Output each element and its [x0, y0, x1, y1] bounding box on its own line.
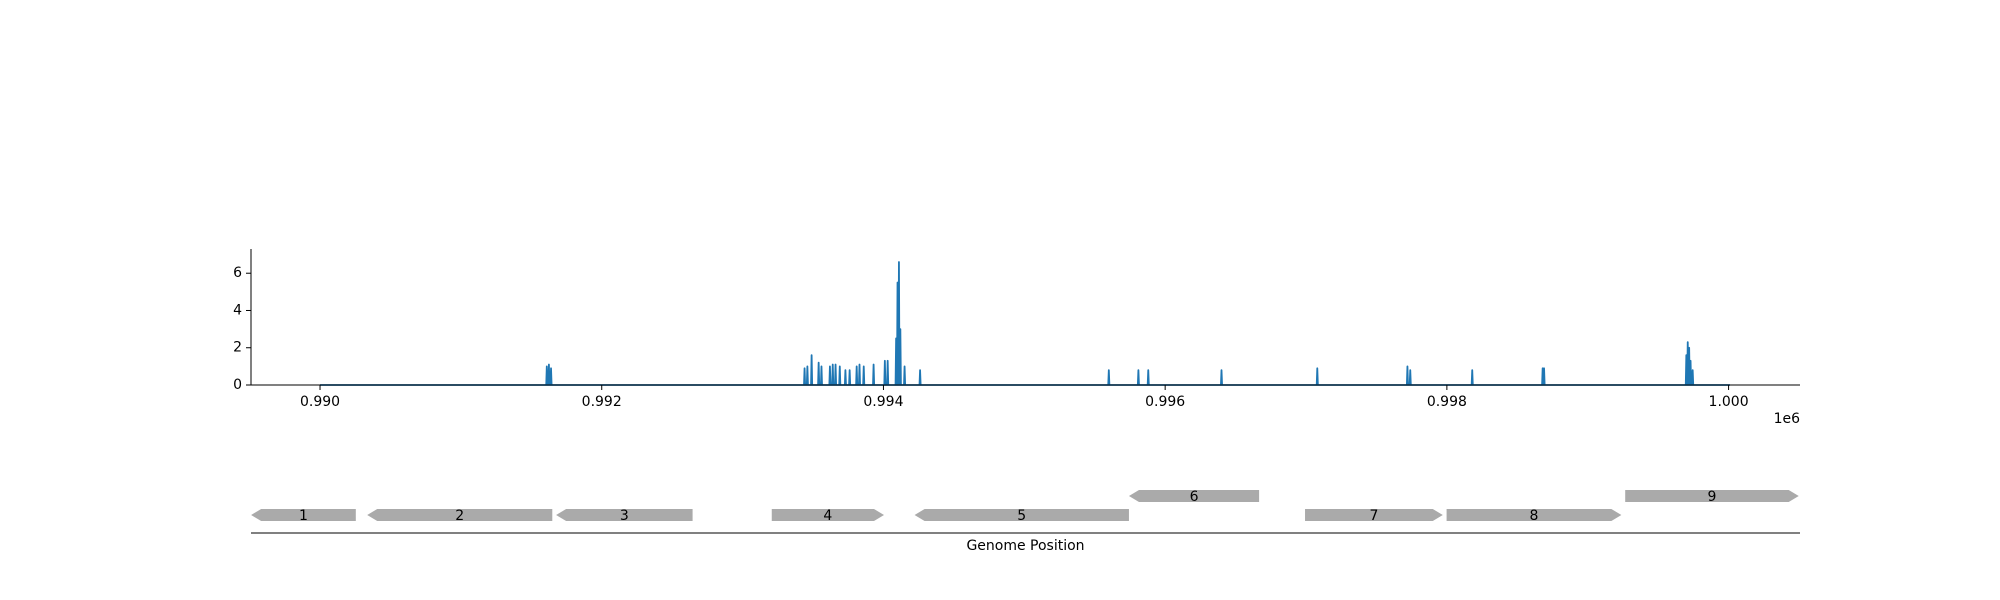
x-tick-label: 0.990	[300, 394, 340, 410]
x-tick-label: 0.992	[582, 394, 622, 410]
gene-arrow	[1128, 490, 1260, 502]
gene-label: 3	[620, 508, 629, 524]
gene-arrow	[914, 509, 1129, 521]
y-tick-label: 6	[233, 265, 242, 281]
gene-label: 2	[455, 508, 464, 524]
gene-arrow	[556, 509, 693, 521]
gene-label: 5	[1017, 508, 1026, 524]
gene-label: 4	[823, 508, 832, 524]
x-tick-label: 1.000	[1709, 394, 1749, 410]
gene-arrow	[1305, 509, 1443, 521]
gene-label: 9	[1708, 489, 1717, 505]
gene-arrow	[251, 509, 356, 521]
coverage-line	[320, 261, 1730, 386]
gene-arrow	[1446, 509, 1622, 521]
y-tick-label: 4	[233, 302, 242, 318]
gene-label: 1	[299, 508, 308, 524]
x-tick-label: 0.994	[863, 394, 903, 410]
x-offset-label: 1e6	[1774, 411, 1801, 427]
x-axis-title: Genome Position	[966, 538, 1084, 554]
gene-arrow	[771, 509, 885, 521]
gene-label: 8	[1530, 508, 1539, 524]
gene-label: 6	[1190, 489, 1199, 505]
gene-arrow	[367, 509, 553, 521]
x-tick-label: 0.998	[1427, 394, 1467, 410]
y-tick-label: 0	[233, 377, 242, 393]
gene-label: 7	[1369, 508, 1378, 524]
gene-arrow	[1625, 490, 1799, 502]
y-tick-label: 2	[233, 340, 242, 356]
x-tick-label: 0.996	[1145, 394, 1185, 410]
